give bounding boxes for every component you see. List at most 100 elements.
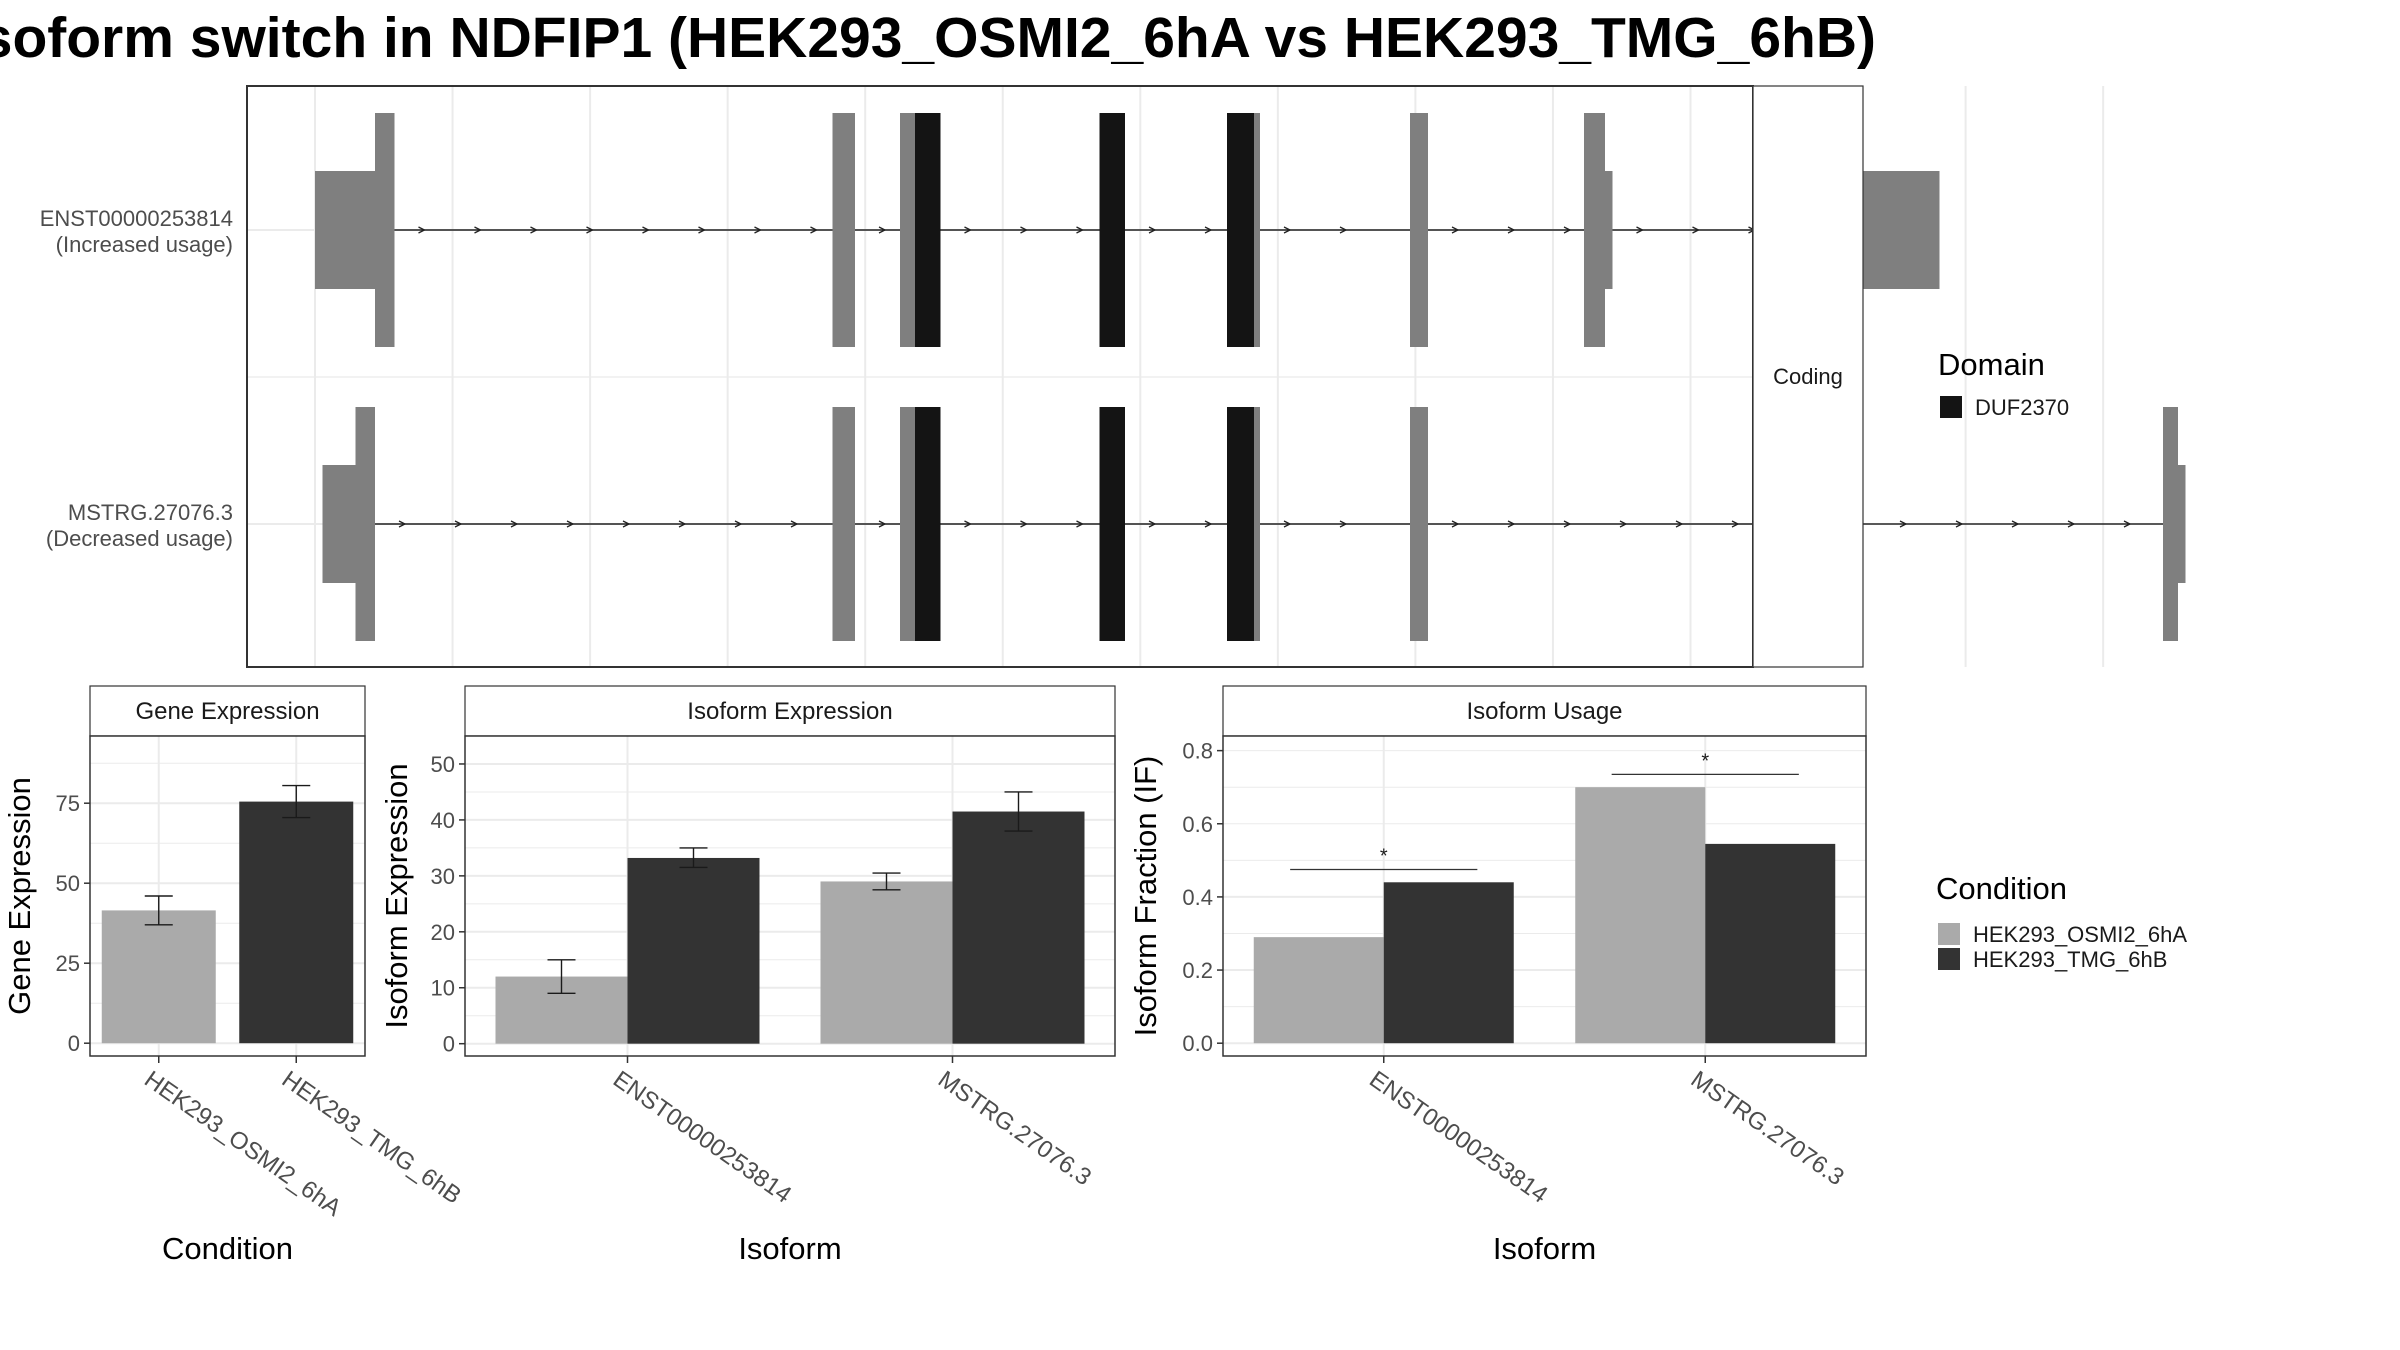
bar bbox=[101, 910, 216, 1044]
domain-exon bbox=[1099, 407, 1125, 641]
isoform-structure-panel: ENST00000253814(Increased usage) MSTRG.27… bbox=[40, 85, 2186, 668]
x-tick-label: MSTRG.27076.3 bbox=[1686, 1066, 1849, 1191]
track-usage-label: (Increased usage) bbox=[56, 232, 233, 257]
panel-strip-label: Gene Expression bbox=[135, 698, 319, 725]
intron-arrow bbox=[810, 226, 818, 234]
intron-arrow bbox=[418, 226, 426, 234]
bar bbox=[1575, 787, 1706, 1044]
coding-exon bbox=[832, 407, 855, 641]
significance-label: * bbox=[1701, 750, 1709, 772]
intron-arrow bbox=[878, 226, 887, 234]
coding-exon bbox=[355, 407, 375, 641]
y-tick-label: 75 bbox=[56, 791, 80, 816]
y-tick-label: 0 bbox=[68, 1031, 80, 1056]
domain-legend-label: DUF2370 bbox=[1975, 395, 2069, 420]
intron-arrow bbox=[878, 520, 887, 528]
intron-arrow bbox=[622, 520, 631, 528]
x-tick-label: ENST00000253814 bbox=[608, 1066, 796, 1209]
bar bbox=[1383, 882, 1514, 1044]
coding-strip bbox=[1752, 85, 1864, 668]
intron-arrow bbox=[510, 520, 519, 528]
utr-exon bbox=[322, 465, 356, 583]
intron-arrow bbox=[964, 520, 972, 528]
intron-arrow bbox=[2067, 520, 2076, 528]
intron-arrow bbox=[1076, 520, 1084, 528]
panel-strip-label: Isoform Expression bbox=[687, 698, 892, 725]
intron-arrow bbox=[566, 520, 575, 528]
isoform-expression-panel: Isoform Expression 0 10 20 30 40 50 ENST0000025… bbox=[379, 685, 1116, 1266]
figure-title-text: Isoform switch in NDFIP1 (HEK293_OSMI2_6… bbox=[0, 6, 1876, 70]
y-tick-label: 0.4 bbox=[1182, 885, 1213, 910]
y-tick-label: 30 bbox=[431, 864, 455, 889]
track-label-0: ENST00000253814(Increased usage) bbox=[40, 206, 233, 257]
intron-arrow bbox=[1675, 520, 1684, 528]
intron-arrow bbox=[530, 226, 538, 234]
intron-arrow bbox=[1148, 520, 1157, 528]
intron-arrow bbox=[1563, 226, 1572, 234]
domain-exon bbox=[915, 407, 941, 641]
x-axis-title: Isoform bbox=[738, 1231, 841, 1266]
intron-arrow bbox=[790, 520, 799, 528]
intron-arrow bbox=[2123, 520, 2132, 528]
x-axis-title: Condition bbox=[162, 1231, 293, 1266]
intron-arrow bbox=[1020, 226, 1028, 234]
domain-exon bbox=[915, 113, 941, 347]
intron-arrow bbox=[1507, 520, 1516, 528]
coding-exon bbox=[375, 113, 395, 347]
utr-exon bbox=[2178, 465, 2186, 583]
x-tick-label: ENST00000253814 bbox=[1364, 1066, 1552, 1209]
panel-plot-border bbox=[89, 735, 366, 1057]
intron-arrow bbox=[1283, 520, 1292, 528]
y-tick-label: 0.8 bbox=[1182, 739, 1213, 764]
intron-arrow bbox=[1619, 520, 1628, 528]
bar bbox=[239, 801, 354, 1044]
intron-arrow bbox=[1204, 226, 1213, 234]
condition-legend-label: HEK293_OSMI2_6hA bbox=[1973, 922, 2187, 947]
coding-exon bbox=[1584, 113, 1605, 347]
intron-arrow bbox=[1339, 520, 1348, 528]
intron-arrow bbox=[642, 226, 650, 234]
condition-legend-title: Condition bbox=[1936, 871, 2067, 906]
bar bbox=[952, 811, 1085, 1044]
bar bbox=[627, 857, 760, 1044]
domain-legend-swatch bbox=[1940, 396, 1962, 418]
intron-arrow bbox=[398, 520, 407, 528]
intron-arrow bbox=[754, 226, 762, 234]
utr-exon bbox=[1605, 171, 1613, 289]
bar bbox=[1705, 843, 1836, 1044]
intron-arrow bbox=[1507, 226, 1516, 234]
domain-exon bbox=[1227, 407, 1254, 641]
y-tick-label: 0 bbox=[443, 1032, 455, 1057]
track-name-label: ENST00000253814 bbox=[40, 206, 233, 231]
intron-arrow bbox=[1563, 520, 1572, 528]
coding-exon bbox=[2163, 407, 2178, 641]
condition-legend-swatch bbox=[1938, 923, 1960, 945]
panel-strip bbox=[464, 685, 1116, 737]
intron-arrow bbox=[454, 520, 463, 528]
legends: Domain DUF2370 Condition HEK293_OSMI2_6hAHE… bbox=[1936, 347, 2187, 972]
coding-exon bbox=[900, 113, 915, 347]
intron-arrow bbox=[1731, 520, 1740, 528]
coding-exon bbox=[1254, 113, 1260, 347]
intron-arrow bbox=[586, 226, 594, 234]
intron-arrow bbox=[1076, 226, 1084, 234]
significance-label: * bbox=[1380, 845, 1388, 867]
intron-arrow bbox=[1283, 226, 1292, 234]
intron-arrow bbox=[1955, 520, 1964, 528]
y-axis-title: Isoform Expression bbox=[379, 763, 414, 1028]
intron-arrow bbox=[474, 226, 482, 234]
condition-legend-label: HEK293_TMG_6hB bbox=[1973, 947, 2167, 972]
coding-exon bbox=[900, 407, 915, 641]
figure-title: Isoform switch in NDFIP1 (HEK293_OSMI2_6… bbox=[0, 5, 1876, 85]
track-usage-label: (Decreased usage) bbox=[46, 526, 233, 551]
intron-arrow bbox=[1692, 226, 1700, 234]
utr-exon bbox=[315, 171, 375, 289]
intron-arrow bbox=[1020, 520, 1028, 528]
domain-exon bbox=[1227, 113, 1254, 347]
track-name-label: MSTRG.27076.3 bbox=[68, 500, 233, 525]
x-axis-title: Isoform bbox=[1493, 1231, 1596, 1266]
intron-arrow bbox=[734, 520, 743, 528]
y-tick-label: 40 bbox=[431, 808, 455, 833]
bar bbox=[1253, 937, 1384, 1044]
